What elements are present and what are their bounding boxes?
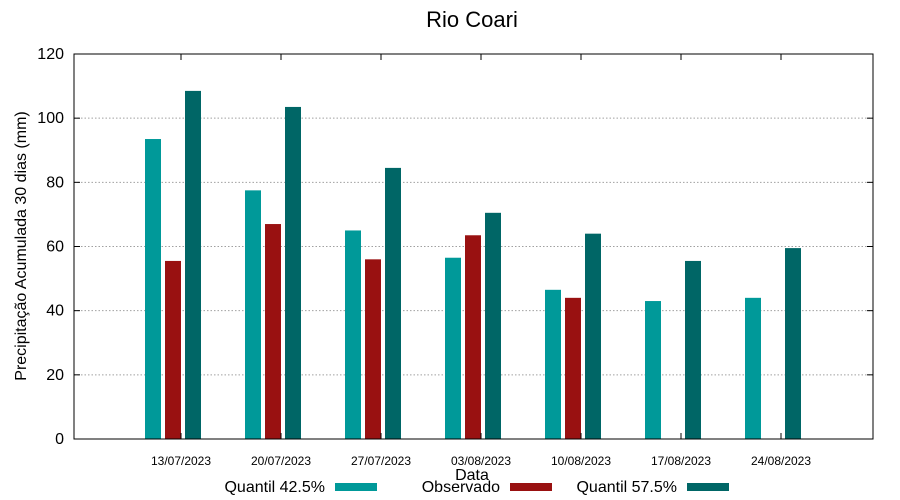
chart-title: Rio Coari xyxy=(426,7,518,32)
x-tick-label: 27/07/2023 xyxy=(351,454,411,468)
bar xyxy=(385,167,401,440)
bar xyxy=(685,260,701,439)
x-tick-label: 13/07/2023 xyxy=(151,454,211,468)
bar xyxy=(285,106,301,439)
bar xyxy=(485,212,501,439)
y-tick-label: 120 xyxy=(37,46,64,63)
y-tick-label: 20 xyxy=(46,367,64,384)
bar xyxy=(265,224,281,439)
bar xyxy=(365,259,381,439)
bar xyxy=(345,230,361,439)
y-axis-ticks: 0 20 40 60 80 100 120 xyxy=(37,46,873,448)
bar xyxy=(785,248,801,439)
bar xyxy=(185,90,201,439)
bar xyxy=(565,297,581,439)
legend-swatch xyxy=(510,483,552,491)
y-tick-label: 80 xyxy=(46,174,64,191)
legend: Quantil 42.5% Observado Quantil 57.5% xyxy=(224,479,729,496)
x-tick-label: 17/08/2023 xyxy=(651,454,711,468)
y-tick-label: 0 xyxy=(55,431,64,448)
y-tick-label: 100 xyxy=(37,110,64,127)
x-tick-label: 03/08/2023 xyxy=(451,454,511,468)
bar xyxy=(745,297,761,439)
bar xyxy=(145,139,161,440)
legend-label: Quantil 57.5% xyxy=(576,479,677,496)
bar xyxy=(545,289,561,439)
bar xyxy=(465,235,481,439)
legend-swatch xyxy=(687,483,729,491)
x-tick-label: 24/08/2023 xyxy=(751,454,811,468)
x-axis-label: Data xyxy=(455,467,489,484)
y-tick-label: 40 xyxy=(46,303,64,320)
x-axis-ticks: 13/07/2023 20/07/2023 27/07/2023 03/08/2023… xyxy=(151,54,811,468)
legend-label: Quantil 42.5% xyxy=(224,479,325,496)
legend-label: Observado xyxy=(422,479,500,496)
y-tick-label: 60 xyxy=(46,239,64,256)
y-axis-label: Precipitação Acumulada 30 dias (mm) xyxy=(13,111,30,380)
legend-swatch xyxy=(335,483,377,491)
bar xyxy=(645,301,661,439)
x-tick-label: 20/07/2023 xyxy=(251,454,311,468)
bar xyxy=(245,190,261,439)
bar xyxy=(165,260,181,439)
x-tick-label: 10/08/2023 xyxy=(551,454,611,468)
bar xyxy=(585,233,601,439)
bars xyxy=(145,90,801,440)
bar xyxy=(445,257,461,439)
